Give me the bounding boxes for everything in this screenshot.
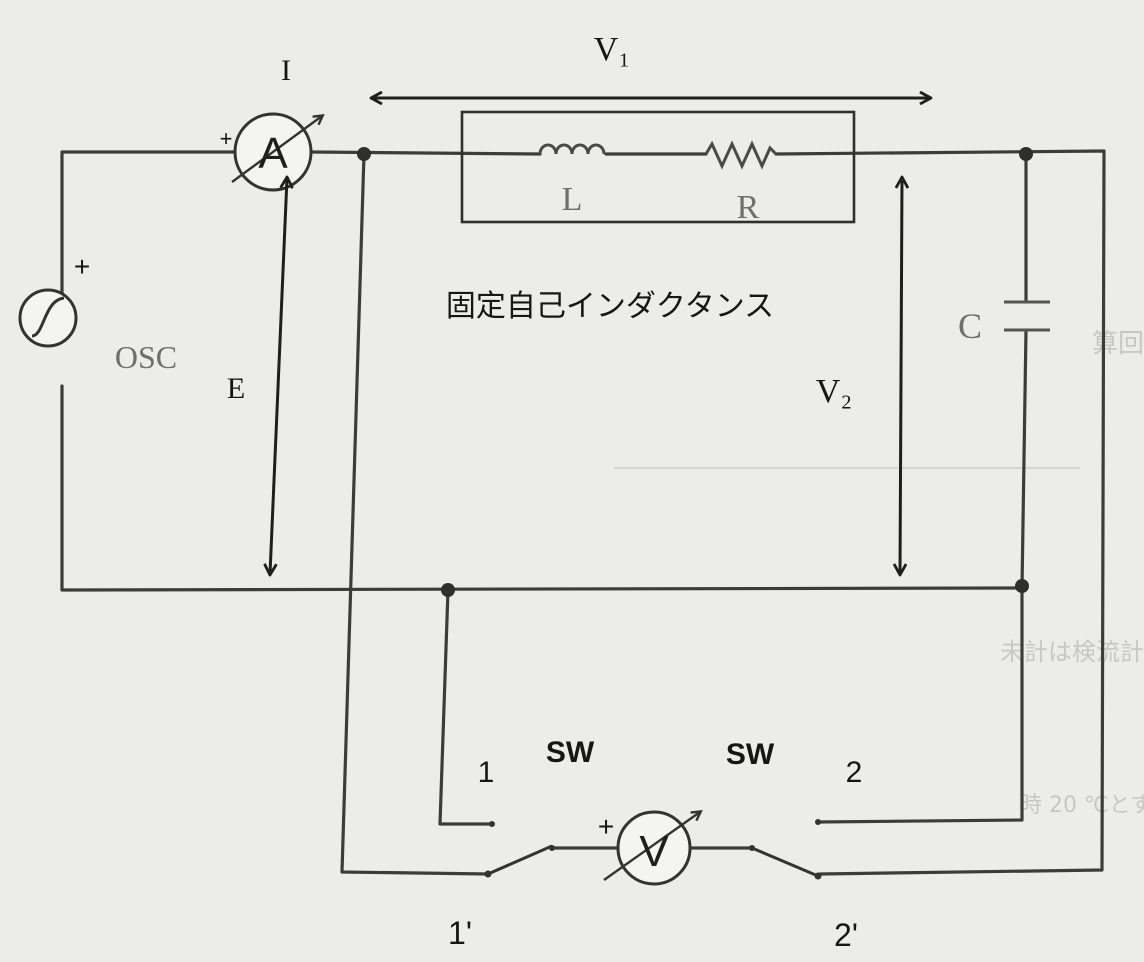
junction-dot <box>357 147 371 161</box>
voltmeter: V <box>603 810 700 886</box>
junction-dot <box>1015 579 1029 593</box>
switch-left-label: SW <box>546 736 595 769</box>
oscillator-source <box>18 288 78 348</box>
wire-osc-to-ammeter <box>60 150 236 344</box>
wire-bottom-rail <box>60 384 1024 592</box>
oscillator-label: OSC <box>115 339 177 375</box>
ammeter-symbol: A <box>258 129 288 178</box>
wire-capacitor-to-terminal-2 <box>816 328 1028 824</box>
voltmeter-circle <box>616 810 692 886</box>
wire-right-loop <box>774 149 1106 876</box>
v2-arrow <box>900 178 902 574</box>
ammeter: A <box>231 112 322 192</box>
switch-left <box>484 821 555 878</box>
junction-dot <box>441 583 455 597</box>
inductor <box>538 143 606 155</box>
switch-right <box>749 819 822 880</box>
oscillator-waveform-icon <box>31 296 65 338</box>
terminal-1p-label: 1' <box>448 915 472 951</box>
switch-contact-2p <box>814 872 822 880</box>
ammeter-plus-sign: + <box>220 126 233 151</box>
resistor <box>704 140 778 170</box>
bleed-through-text: 算回路 未計は検流計が零になる時抵抗とすると次式を得る。 時 20 ℃とする <box>614 329 1144 818</box>
voltmeter-plus-sign: + <box>598 811 614 842</box>
wire-left-loop <box>340 152 490 876</box>
terminal-2-label: 2 <box>846 756 863 789</box>
voltmeter-symbol: V <box>639 827 669 876</box>
wires <box>60 149 1106 876</box>
wire-to-terminal-1 <box>438 588 494 826</box>
v2-label: V₂ <box>816 373 852 410</box>
bleed-through-line-3: 時 20 ℃とする <box>1020 793 1144 818</box>
ammeter-needle-icon <box>231 116 322 183</box>
e-arrow <box>270 178 287 574</box>
switch-contact-1p <box>484 870 492 878</box>
resistor-label: R <box>737 189 760 226</box>
emf-label: E <box>227 372 245 405</box>
capacitor <box>1004 300 1050 332</box>
bleed-through-line-2: 未計は検流計が零になる時抵抗とすると次式を得る。 <box>1000 638 1144 666</box>
junction-dot <box>1019 147 1033 161</box>
switch-right-label: SW <box>726 738 775 771</box>
wire-ammeter-to-inductor <box>311 150 542 156</box>
oscillator-circle <box>18 288 78 348</box>
oscillator-plus-sign: + <box>74 251 90 282</box>
switch-contact-1 <box>489 821 495 827</box>
switch-contact-2 <box>815 819 821 825</box>
inductor-label: L <box>562 181 583 218</box>
voltmeter-needle-icon <box>603 812 700 881</box>
current-label: I <box>281 54 291 87</box>
terminal-2p-label: 2' <box>834 917 858 953</box>
junctions <box>357 147 1033 597</box>
fixed-inductance-label: 固定自己インダクタンス <box>446 290 774 323</box>
inductance-box <box>460 110 856 224</box>
terminal-1-label: 1 <box>478 756 495 789</box>
v1-label: V₁ <box>594 31 630 68</box>
capacitor-label: C <box>958 306 982 346</box>
bleed-through-line-1: 算回路 <box>1092 329 1144 359</box>
